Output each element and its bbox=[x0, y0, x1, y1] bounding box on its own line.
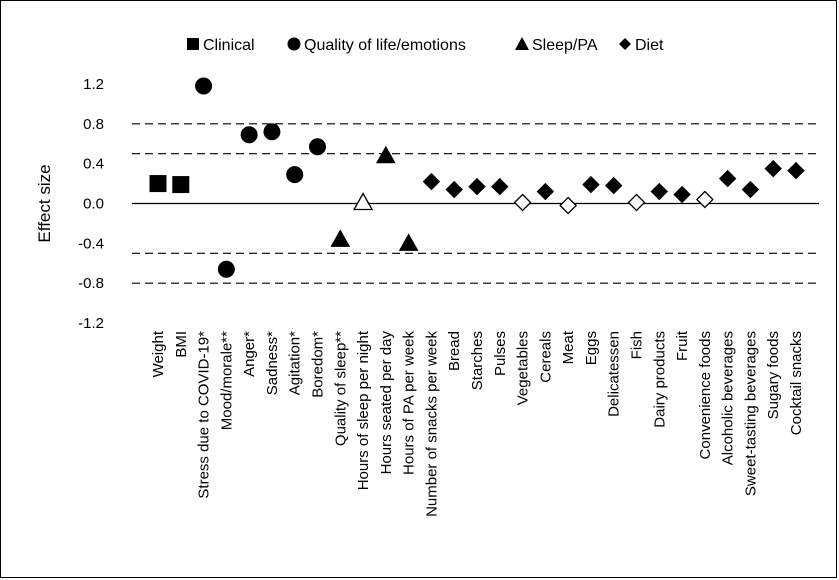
circle-point bbox=[263, 123, 281, 141]
diamond-point bbox=[491, 177, 509, 196]
y-tick-label: 0.4 bbox=[83, 156, 104, 173]
x-category-label: Dairy products bbox=[651, 331, 668, 428]
diamond-point bbox=[513, 193, 532, 212]
x-category-label: Weight bbox=[150, 330, 167, 377]
diamond-point bbox=[536, 182, 555, 201]
x-category-label: Alcoholic beverages bbox=[720, 331, 737, 465]
diamond-point bbox=[445, 180, 463, 199]
y-axis-title: Effect size bbox=[35, 164, 54, 242]
x-category-label: Mood/morale** bbox=[218, 331, 235, 430]
circle-point bbox=[309, 138, 326, 156]
x-category-label: Stress due to COVID-19* bbox=[196, 331, 213, 499]
diamond-point bbox=[627, 193, 646, 212]
legend: Clinical Quality of life/emotions Sleep/PA… bbox=[187, 37, 664, 54]
square-point bbox=[172, 176, 190, 194]
legend-label: Clinical bbox=[203, 37, 255, 54]
diamond-point bbox=[764, 159, 782, 178]
x-category-label: Anger* bbox=[241, 331, 258, 377]
y-tick-label: 0.8 bbox=[83, 116, 104, 133]
circle-point bbox=[217, 260, 235, 278]
x-category-label: Meat bbox=[560, 330, 577, 364]
x-category-label: Eggs bbox=[583, 331, 600, 365]
y-tick-label: -0.4 bbox=[78, 235, 104, 252]
legend-diamond-marker bbox=[619, 38, 631, 50]
x-category-label: Sweet-tasting beverages bbox=[742, 331, 759, 496]
x-category-label: Delicatessen bbox=[606, 331, 623, 417]
diamond-point bbox=[559, 196, 578, 215]
diamond-point bbox=[787, 161, 805, 180]
x-category-label: Cereals bbox=[537, 331, 554, 383]
x-category-label: BMI bbox=[173, 331, 190, 358]
x-axis-category-labels: Weight BMI Stress due to COVID-19* Mood/mor… bbox=[150, 330, 805, 517]
x-category-label: Starches bbox=[469, 331, 486, 390]
diamond-point bbox=[718, 169, 737, 188]
diamond-point bbox=[582, 175, 600, 194]
x-category-label: Hours of PA per week bbox=[401, 331, 418, 475]
x-category-label: Cocktail snacks bbox=[788, 331, 805, 435]
circle-point bbox=[286, 166, 304, 184]
legend-label: Sleep/PA bbox=[532, 37, 598, 54]
reference-lines bbox=[132, 123, 819, 284]
triangle-point bbox=[376, 145, 396, 164]
x-category-label: Hours of sleep per night bbox=[355, 330, 372, 490]
legend-triangle-marker bbox=[515, 37, 529, 50]
triangle-point bbox=[352, 192, 374, 211]
diamond-point bbox=[741, 180, 760, 199]
legend-circle-marker bbox=[287, 37, 301, 51]
x-category-label: Agitation* bbox=[287, 331, 304, 395]
diamond-point bbox=[468, 177, 486, 196]
x-category-label: Hours seated per day bbox=[378, 331, 395, 475]
x-category-label: Pulses bbox=[492, 331, 509, 376]
legend-square-marker bbox=[187, 38, 199, 50]
x-category-label: Convenience foods bbox=[697, 331, 714, 459]
diamond-point bbox=[673, 185, 691, 204]
circle-point bbox=[240, 126, 258, 144]
x-category-label: Quality of sleep** bbox=[332, 331, 349, 446]
y-tick-label: 1.2 bbox=[83, 76, 104, 93]
diamond-point bbox=[695, 190, 714, 209]
x-category-label: Bread bbox=[446, 331, 463, 371]
x-category-label: Number of snacks per week bbox=[423, 331, 440, 517]
y-axis-tick-labels: 1.2 0.8 0.4 0.0 -0.4 -0.8 -1.2 bbox=[78, 76, 104, 332]
diamond-point bbox=[605, 176, 623, 195]
x-category-label: Boredom* bbox=[310, 331, 327, 398]
diamond-point bbox=[422, 172, 441, 191]
y-tick-label: -0.8 bbox=[78, 275, 104, 292]
legend-label: Diet bbox=[635, 37, 664, 54]
x-category-label: Vegetables bbox=[515, 331, 532, 405]
y-tick-label: -1.2 bbox=[78, 315, 104, 332]
diamond-point bbox=[650, 182, 668, 201]
x-category-label: Fruit bbox=[674, 330, 691, 361]
y-tick-label: 0.0 bbox=[83, 196, 104, 213]
square-point bbox=[149, 175, 167, 193]
legend-label: Quality of life/emotions bbox=[304, 37, 466, 54]
x-category-label: Sugary foods bbox=[765, 331, 782, 419]
triangle-point bbox=[398, 233, 419, 251]
circle-point bbox=[195, 77, 213, 95]
x-category-label: Fish bbox=[629, 331, 646, 359]
data-points bbox=[149, 77, 805, 278]
triangle-point bbox=[330, 229, 351, 247]
x-category-label: Sadness* bbox=[264, 331, 281, 395]
